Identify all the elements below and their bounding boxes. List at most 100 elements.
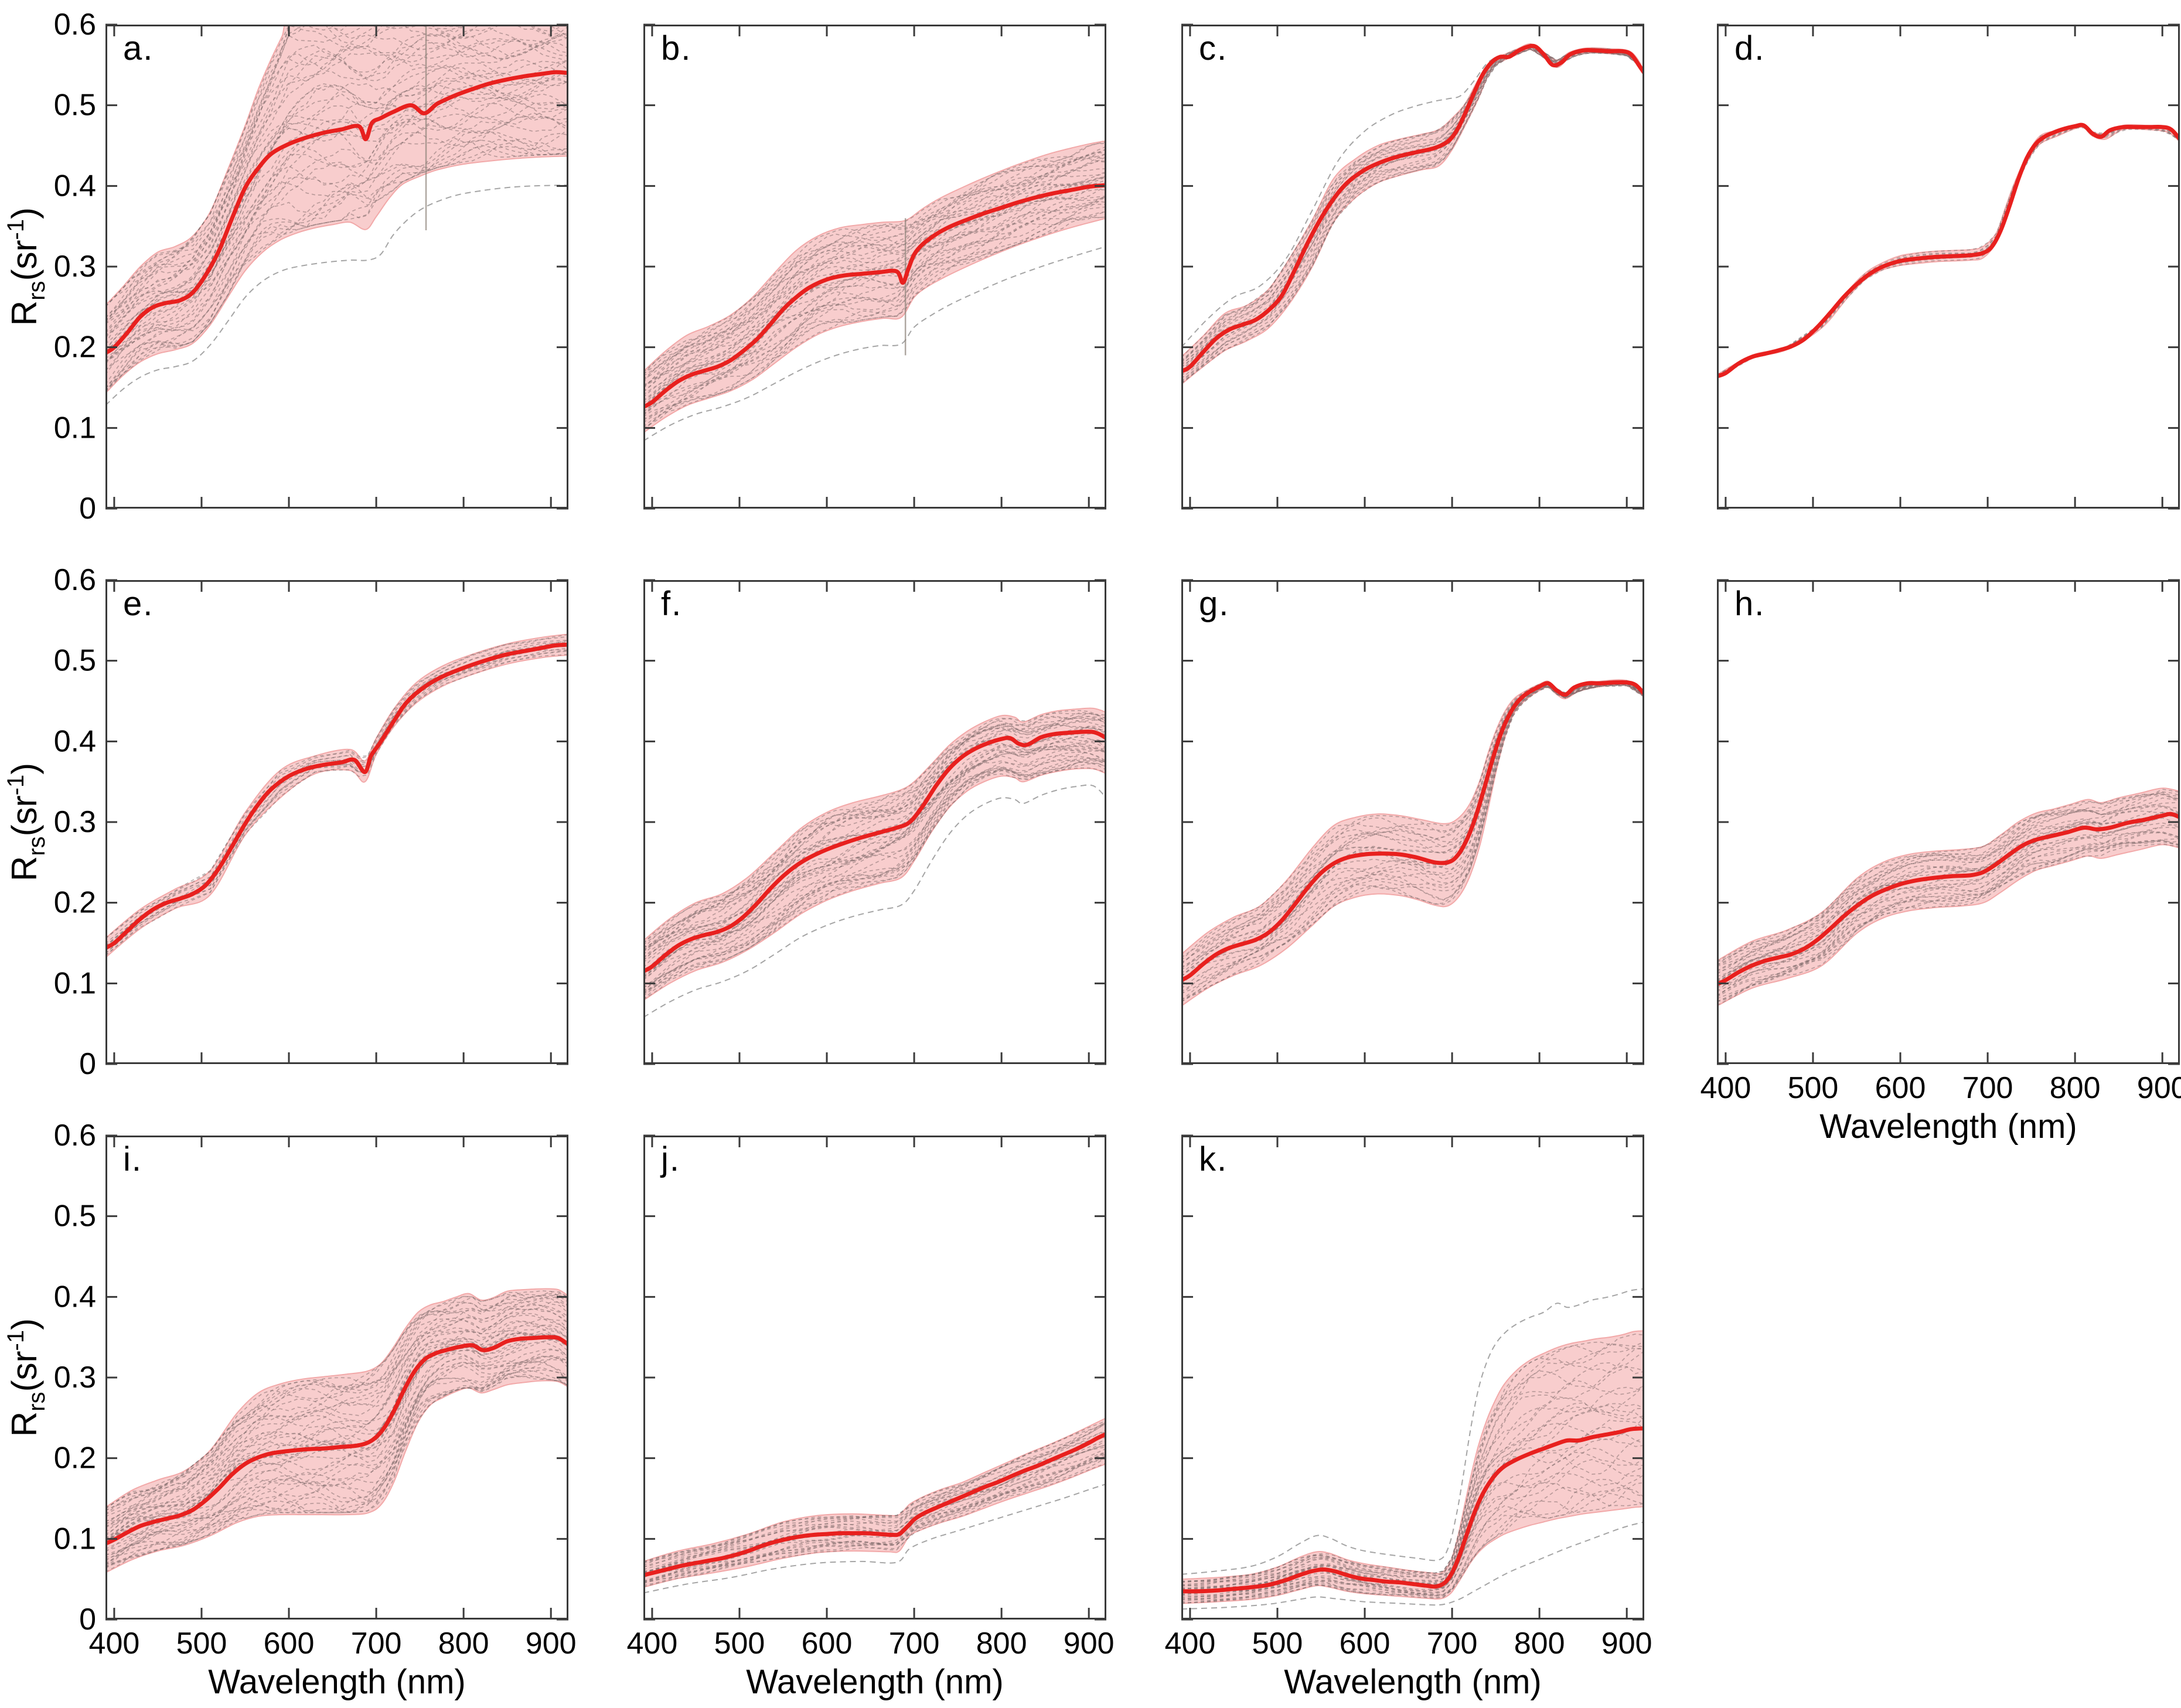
ensemble-spectrum-line [1717,840,2180,1003]
ensemble-spectrum-line [643,158,1106,386]
mean-spectrum-line [1181,1426,1644,1594]
ensemble-spectrum-line [1717,812,2180,982]
spectra-group [1717,787,2180,1007]
x-tick-label: 700 [889,1627,940,1661]
panel-a: a. 0 0.1 0.2 0.3 0.4 0.5 0.6 Rrs(sr-1) [3,8,568,526]
ensemble-spectrum-line [105,93,568,357]
plot-area-g [1181,579,1644,1065]
y-tick-label: 0.6 [54,8,96,42]
ensemble-spectrum-line [1717,804,2180,974]
ensemble-spectrum-line [105,1332,568,1543]
ensemble-spectrum-line [105,37,568,325]
ensemble-spectrum-line [1717,832,2180,996]
ensemble-spectrum-line [105,650,568,956]
panel-i: i. 400 500 600 700 800 900 Wavelength (nm) 0 0.1 0… [3,1119,577,1701]
outlier-spectrum-low [643,784,1106,1018]
x-tick-label: 500 [1252,1627,1303,1661]
x-tick-label: 400 [1701,1071,1751,1105]
uncertainty-band [105,633,568,959]
ensemble-spectrum-line [1181,1482,1644,1603]
ensemble-spectrum-line [643,741,1106,973]
mean-spectrum-line [643,729,1106,974]
ensemble-spectrum-line [105,99,568,363]
ensemble-spectrum-line [643,723,1106,952]
y-tick-label: 0.6 [54,1119,96,1153]
ensemble-spectrum-line [643,710,1106,949]
x-tick-label: 600 [1340,1627,1391,1661]
ensemble-spectrum-line [1181,684,1644,1003]
ensemble-spectrum-line [105,112,568,375]
ensemble-spectrum-line [1181,1362,1644,1586]
ensemble-spectrum-line [105,77,568,352]
ensemble-spectrum-line [105,1304,568,1522]
ensemble-spectrum-line [1181,48,1644,384]
ensemble-spectrum-line [105,1300,568,1529]
ensemble-spectrum-line [643,749,1106,988]
panel-g: g. [1181,579,1644,1065]
plot-area-j: 400 500 600 700 800 900 Wavelength (nm) [627,1134,1115,1701]
ensemble-spectrum-line [643,1446,1106,1579]
x-tick-label: 400 [627,1627,678,1661]
ensemble-spectrum-line [643,745,1106,981]
ensemble-spectrum-line [1181,681,1644,969]
spectra-group [643,140,1106,442]
panel-letter: d. [1734,29,1766,67]
mean-spectrum-line [105,1335,568,1546]
panel-letter: h. [1734,585,1766,623]
ensemble-spectrum-line [1181,1466,1644,1600]
ensemble-spectrum-line [643,206,1106,423]
ensemble-spectrum-line [105,1369,568,1568]
x-tick-label: 800 [976,1627,1027,1661]
ensemble-spectrum-line [643,196,1106,418]
ensemble-spectrum-line [1717,792,2180,966]
panel-letter: g. [1199,585,1230,623]
ensemble-spectrum-line [1181,1406,1644,1590]
panel-letter: f. [661,585,683,623]
outlier-spectrum-low [1181,1521,1644,1610]
ensemble-spectrum-line [643,156,1106,393]
x-tick-label: 400 [1165,1627,1216,1661]
outlier-spectrum-low [643,1483,1106,1594]
ensemble-spectrum-line [105,138,568,391]
x-tick-label: 600 [802,1627,853,1661]
panel-b: b. [643,23,1106,510]
ensemble-spectrum-line [643,1451,1106,1583]
panel-k: k. 400 500 600 700 800 900 Wavelength (nm) [1165,1134,1652,1701]
ensemble-spectrum-line [643,195,1106,413]
ensemble-spectrum-line [1181,46,1644,374]
ensemble-spectrum-line [643,183,1106,408]
ensemble-spectrum-line [105,1361,568,1566]
y-tick-label: 0.3 [54,1361,96,1395]
outlier-spectrum-high [1181,1288,1644,1575]
mean-spectrum-line [1717,812,2180,987]
spectra-group [105,25,568,406]
y-tick-label: 0.5 [54,88,96,122]
ensemble-spectrum-line [105,120,568,371]
ensemble-spectrum-line [105,633,568,939]
y-tick-label: 0.1 [54,1522,96,1556]
ensemble-spectrum-line [105,69,568,349]
ensemble-spectrum-line [643,755,1106,986]
ensemble-spectrum-line [105,653,568,956]
spectra-group [1181,1288,1644,1610]
panel-letter: i. [123,1140,142,1178]
ensemble-spectrum-line [105,1376,568,1569]
ensemble-spectrum-line [105,1348,568,1556]
y-tick-label: 0.2 [54,330,96,364]
y-tick-label: 0 [79,1047,96,1081]
y-tick-label: 0.2 [54,886,96,920]
panel-letter: k. [1199,1140,1228,1178]
ensemble-spectrum-line [1717,843,2180,1006]
x-tick-label: 800 [1514,1627,1565,1661]
ensemble-spectrum-line [1181,1343,1644,1583]
mean-spectrum-line [643,183,1106,409]
ensemble-spectrum-line [643,1433,1106,1573]
ensemble-spectrum-line [105,144,568,393]
spectra-group [643,707,1106,1018]
ensemble-spectrum-line [1181,1426,1644,1595]
ensemble-spectrum-line [105,641,568,947]
ensemble-spectrum-line [105,1355,568,1564]
ensemble-spectrum-line [1717,838,2180,998]
ensemble-spectrum-line [105,101,568,363]
ensemble-spectrum-line [1717,794,2180,963]
